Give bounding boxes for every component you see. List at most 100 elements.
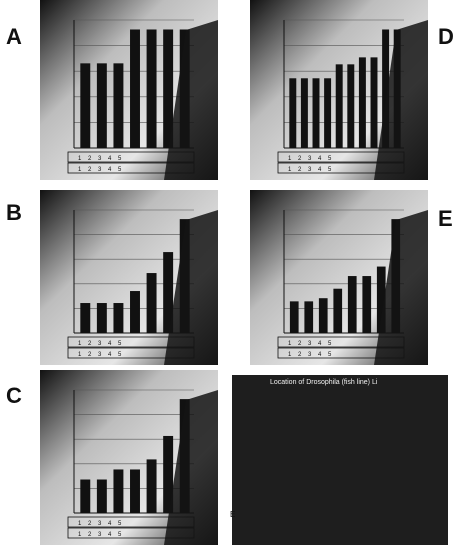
table-cell-label: 1: [78, 352, 82, 358]
bar: [163, 252, 174, 333]
bar: [289, 301, 299, 333]
scan-noise: [164, 390, 218, 545]
photo-title: Location of Drosophila (fish line) Li: [270, 379, 378, 386]
panel-label-d: D: [438, 24, 454, 49]
bar: [96, 63, 107, 148]
bar: [304, 301, 314, 333]
bar: [130, 469, 140, 513]
table-cell-label: 5: [118, 352, 122, 358]
table-cell-label: 5: [328, 341, 332, 347]
table-cell-label: 3: [308, 352, 312, 358]
bar: [370, 57, 378, 148]
chart-svg-b: 1 2 3 4 5 1 2 3 4 5: [40, 190, 218, 365]
bar: [113, 469, 124, 513]
table-cell-label: 1: [78, 521, 82, 527]
panel-label-b: B: [6, 200, 22, 225]
scan-noise: [374, 210, 428, 365]
table-cell-label: 2: [88, 167, 92, 173]
bar: [324, 78, 332, 148]
bar: [347, 64, 355, 148]
table-cell-label: 4: [108, 521, 112, 527]
bar: [80, 479, 91, 513]
table-cell-label: 5: [118, 532, 122, 538]
bar: [96, 479, 107, 513]
panel-label-c: C: [6, 383, 22, 408]
table-cell-label: 1: [288, 352, 292, 358]
micrograph-photo: Location of Drosophila (fish line) Li: [232, 375, 448, 545]
bar: [96, 303, 107, 333]
bar: [146, 29, 157, 148]
table-cell-label: 2: [88, 521, 92, 527]
table-cell-label: 2: [88, 532, 92, 538]
table-cell-label: 3: [98, 521, 102, 527]
table-cell-label: 3: [308, 341, 312, 347]
scan-noise: [374, 20, 428, 180]
table-cell-label: 4: [108, 156, 112, 162]
table-cell-label: 2: [88, 156, 92, 162]
table-cell-label: 1: [288, 167, 292, 173]
bar: [318, 298, 328, 333]
table-cell-label: 5: [328, 167, 332, 173]
bar: [80, 303, 91, 333]
bar: [146, 459, 157, 513]
bar: [312, 78, 320, 148]
table-cell-label: 1: [78, 341, 82, 347]
table-cell-label: 2: [298, 167, 302, 173]
bar: [113, 63, 124, 148]
bar: [80, 63, 91, 148]
table-cell-label: 4: [318, 352, 322, 358]
table-cell-label: 1: [288, 341, 292, 347]
table-cell-label: 4: [108, 341, 112, 347]
chart-svg-e: 1 2 3 4 5 1 2 3 4 5: [250, 190, 428, 365]
table-cell-label: 1: [288, 156, 292, 162]
table-cell-label: 3: [308, 167, 312, 173]
bar: [362, 276, 372, 333]
panel-label-e: E: [438, 206, 453, 231]
table-cell-label: 4: [108, 167, 112, 173]
table-cell-label: 4: [318, 167, 322, 173]
table-cell-label: 5: [118, 521, 122, 527]
panel-label-a: A: [6, 24, 22, 49]
bar: [300, 78, 308, 148]
table-cell-label: 2: [298, 156, 302, 162]
table-cell-label: 2: [88, 352, 92, 358]
table-cell-label: 5: [118, 341, 122, 347]
table-cell-label: 5: [118, 167, 122, 173]
bar: [163, 29, 174, 148]
scan-noise: [164, 210, 218, 365]
table-cell-label: 2: [298, 352, 302, 358]
table-cell-label: 2: [298, 341, 302, 347]
table-cell-label: 4: [318, 156, 322, 162]
table-cell-label: 1: [78, 156, 82, 162]
table-cell-label: 3: [308, 156, 312, 162]
bar: [130, 29, 140, 148]
scan-noise: [164, 20, 218, 180]
bar: [163, 435, 174, 513]
table-cell-label: 3: [98, 532, 102, 538]
bar: [382, 29, 390, 148]
table-cell-label: 3: [98, 341, 102, 347]
table-cell-label: 1: [78, 167, 82, 173]
bar: [358, 57, 366, 148]
bar: [289, 78, 297, 148]
table-cell-label: 4: [318, 341, 322, 347]
chart-svg-c: 1 2 3 4 5 1 2 3 4 5: [40, 370, 218, 545]
table-cell-label: 4: [108, 352, 112, 358]
table-cell-label: 3: [98, 156, 102, 162]
bar: [376, 266, 386, 333]
photo-side-mark: E: [230, 510, 236, 519]
bar: [347, 276, 357, 333]
table-cell-label: 5: [328, 156, 332, 162]
bar: [113, 303, 124, 333]
bar: [130, 291, 140, 333]
table-cell-label: 2: [88, 341, 92, 347]
table-cell-label: 3: [98, 167, 102, 173]
bar: [335, 64, 343, 148]
table-cell-label: 4: [108, 532, 112, 538]
chart-svg-a: 1 2 3 4 5 1 2 3 4 5: [40, 0, 218, 180]
